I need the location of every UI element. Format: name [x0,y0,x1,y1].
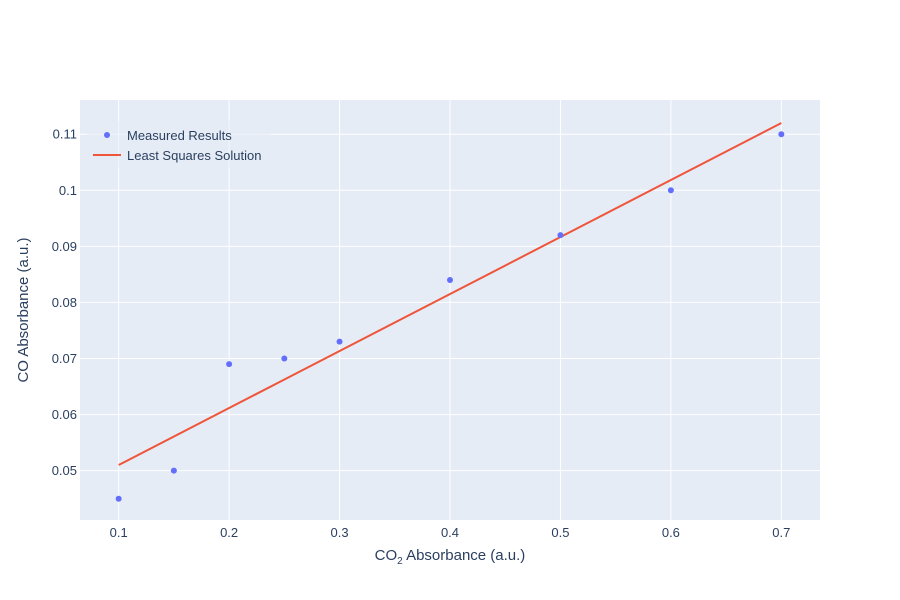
fit-line-layer [118,122,782,466]
x-axis-title-prefix: CO [375,547,398,564]
y-tick-label: 0.06 [52,407,77,422]
data-point[interactable] [778,131,785,138]
x-axis-title: CO2 Absorbance (a.u.) [375,547,526,567]
y-axis-ticks: 0.05 0.06 0.07 0.08 0.09 0.1 0.11 [52,127,77,478]
y-tick-label: 0.1 [59,183,77,198]
data-point[interactable] [557,232,564,239]
y-tick-label: 0.07 [52,351,77,366]
data-point[interactable] [115,495,122,502]
y-tick-label: 0.08 [52,295,77,310]
x-tick-label: 0.3 [331,525,349,540]
x-tick-label: 0.6 [662,525,680,540]
legend-marker-icon [104,132,110,138]
grid [80,100,820,520]
y-axis-title: CO Absorbance (a.u.) [15,237,32,382]
data-point[interactable] [170,467,177,474]
y-tick-label: 0.09 [52,239,77,254]
x-axis-ticks: 0.1 0.2 0.3 0.4 0.5 0.6 0.7 [110,525,791,540]
legend-label-measured: Measured Results [127,128,232,143]
legend-item-fit[interactable]: Least Squares Solution [93,148,261,163]
data-point[interactable] [226,361,233,368]
x-tick-label: 0.4 [441,525,459,540]
legend[interactable]: Measured Results Least Squares Solution [87,121,271,168]
data-point[interactable] [336,338,343,345]
x-tick-label: 0.7 [772,525,790,540]
legend-label-fit: Least Squares Solution [127,148,261,163]
data-point[interactable] [447,277,453,283]
fit-line [118,122,782,466]
legend-item-measured[interactable]: Measured Results [104,128,232,143]
data-point[interactable] [281,355,288,362]
marker-layer [115,131,785,502]
x-tick-label: 0.2 [220,525,238,540]
x-tick-label: 0.1 [110,525,128,540]
x-axis-title-suffix: Absorbance (a.u.) [403,547,526,564]
data-point[interactable] [667,187,674,194]
x-axis-title-subscript: 2 [397,556,403,567]
legend-box [87,121,271,168]
y-tick-label: 0.11 [53,127,77,142]
x-tick-label: 0.5 [551,525,569,540]
y-tick-label: 0.05 [52,463,77,478]
